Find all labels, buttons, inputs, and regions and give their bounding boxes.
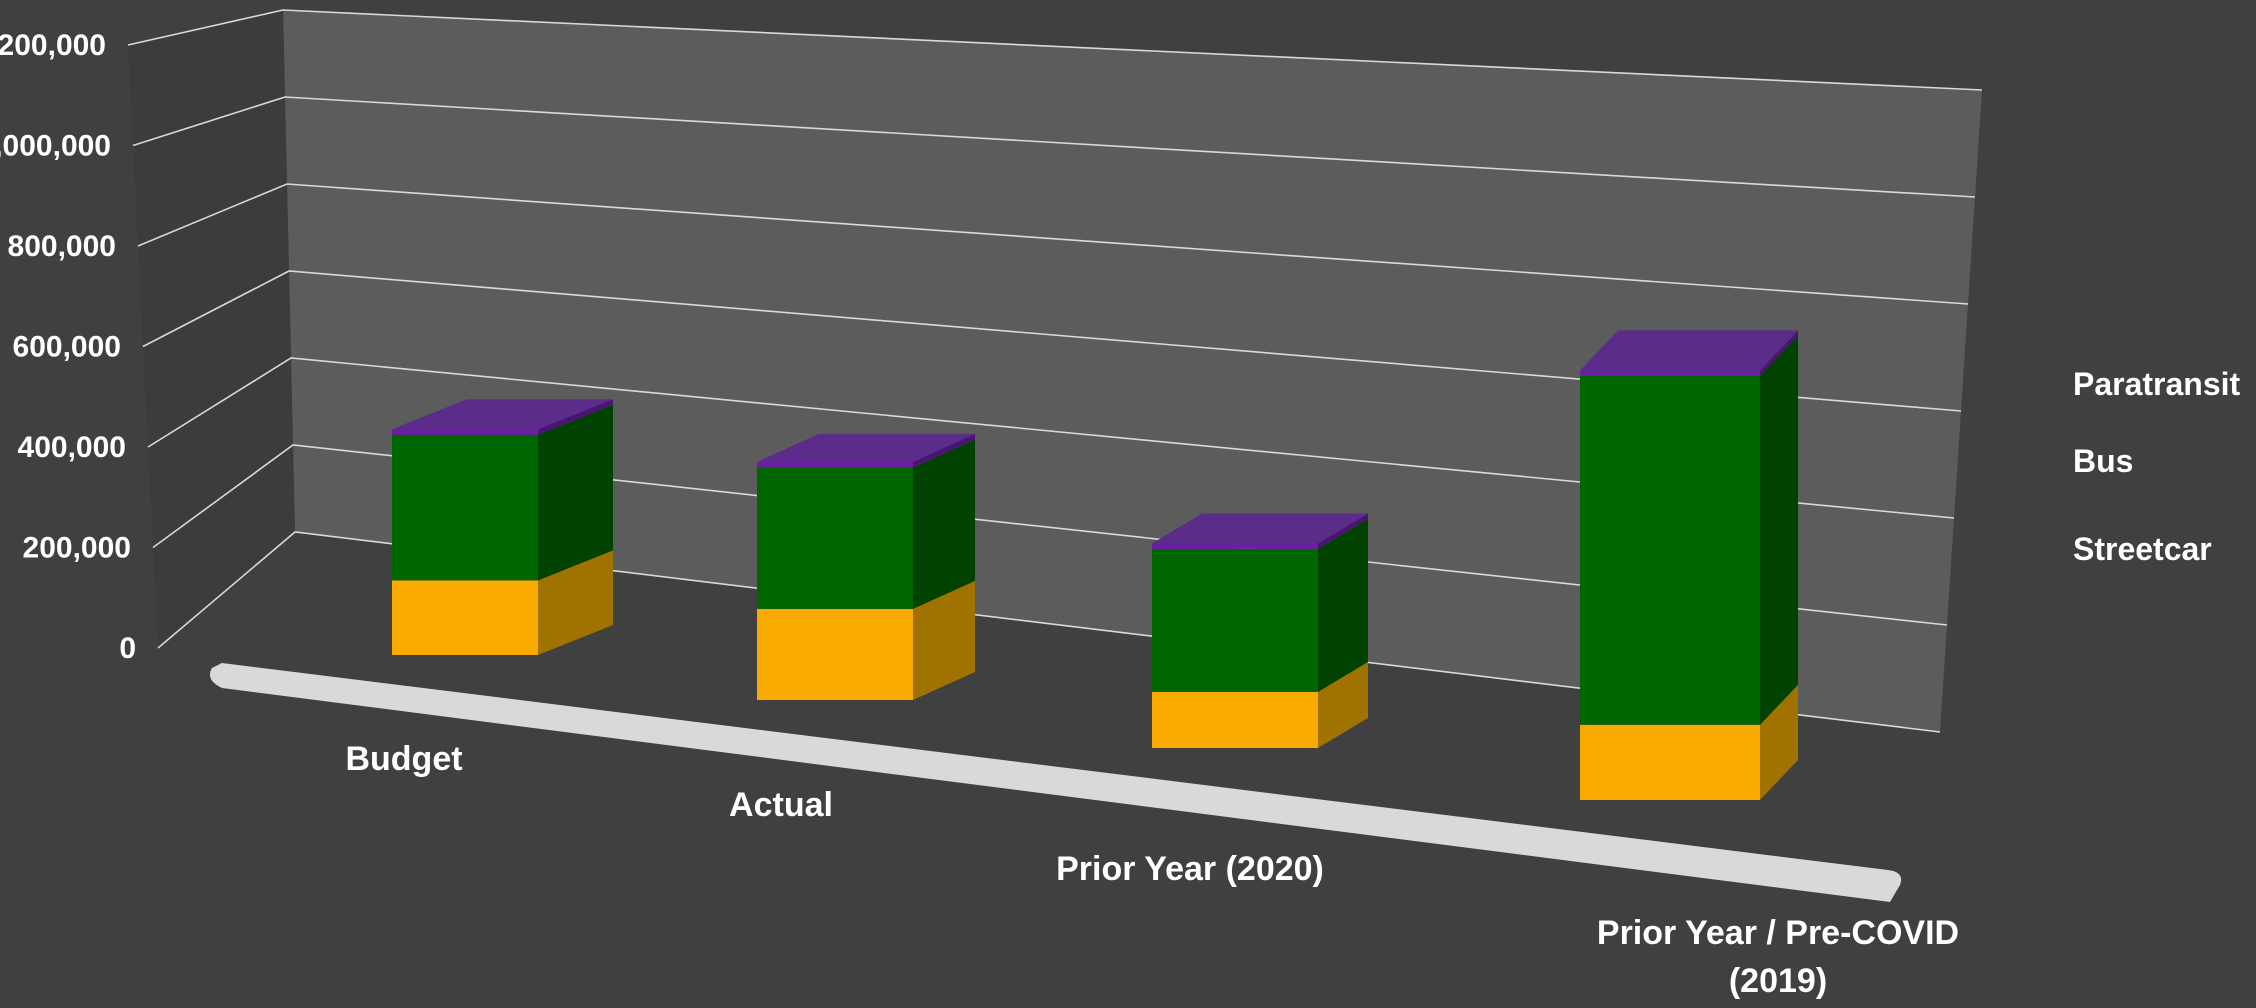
bar-segment-side <box>913 433 975 468</box>
chart-side-wall <box>128 10 295 648</box>
bar-segment <box>757 467 913 609</box>
bars <box>392 330 1798 800</box>
bar-segment <box>757 608 913 700</box>
legend-item: Bus <box>2073 443 2133 479</box>
bar-segment <box>1152 548 1318 692</box>
chart-floor <box>209 663 1902 902</box>
chart-back-wall <box>283 10 1982 732</box>
bar-segment-side <box>1760 684 1798 800</box>
bar-segment-side <box>1318 518 1368 692</box>
gridline <box>157 531 1941 733</box>
bar-segment-side <box>1760 330 1798 376</box>
bar-top <box>757 433 975 462</box>
y-tick-label: 0 <box>119 632 136 665</box>
bar-stack <box>392 399 613 655</box>
gridline <box>147 357 1955 519</box>
y-tick-label: 400,000 <box>18 431 126 464</box>
bar-segment-side <box>1318 661 1368 748</box>
x-tick-label: Prior Year (2020) <box>1056 850 1324 888</box>
bar-top <box>1580 330 1798 371</box>
x-tick-label: Budget <box>345 740 462 778</box>
y-tick-label: 600,000 <box>13 331 121 364</box>
bar-segment <box>392 434 538 581</box>
bar-segment <box>1152 691 1318 748</box>
y-axis-ticks: 0 200,000 400,000 600,000 800,000 1,000,000 1,… <box>0 29 136 665</box>
bar-segment <box>1580 724 1760 800</box>
y-tick-label: 800,000 <box>8 230 116 263</box>
x-tick-label: Prior Year / Pre-COVID (2019) <box>1597 914 1959 1000</box>
legend-item: Paratransit <box>2073 366 2241 402</box>
bar-stack <box>757 433 975 700</box>
gridline <box>137 183 1969 305</box>
bar-top <box>1152 513 1368 544</box>
bar-segment <box>392 429 538 435</box>
bar-segment <box>757 461 913 468</box>
bar-segment <box>392 580 538 655</box>
y-tick-label: 1,200,000 <box>0 29 106 62</box>
bar-segment-side <box>538 399 613 435</box>
bar-segment-side <box>1318 513 1368 549</box>
legend-item: Streetcar <box>2073 531 2212 567</box>
bar-top <box>392 399 613 430</box>
x-tick-label: Actual <box>729 786 833 824</box>
bar-segment <box>1580 375 1760 725</box>
bar-segment-side <box>913 439 975 609</box>
bar-stack <box>1152 513 1368 748</box>
y-tick-label: 1,000,000 <box>0 130 111 163</box>
bar-segment-side <box>538 404 613 581</box>
gridlines <box>127 9 1983 733</box>
bar-stack <box>1580 330 1798 800</box>
bar-segment-side <box>1760 335 1798 725</box>
gridline <box>132 96 1976 198</box>
y-tick-label: 200,000 <box>23 532 131 565</box>
bar-segment <box>1580 370 1760 376</box>
bar-segment-side <box>538 550 613 655</box>
bar-segment <box>1152 543 1318 549</box>
gridline <box>152 444 1948 626</box>
gridline <box>142 270 1962 412</box>
x-axis-ticks: Budget Actual Prior Year (2020) Prior Year … <box>345 740 1959 1000</box>
legend: Paratransit Bus Streetcar <box>2073 366 2241 567</box>
bar-segment-side <box>913 580 975 700</box>
gridline <box>127 9 1983 91</box>
